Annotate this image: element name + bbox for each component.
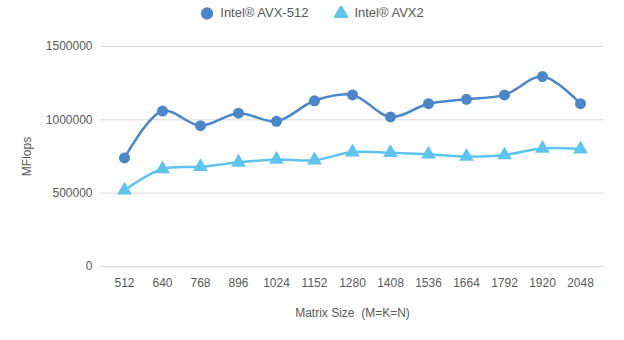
svg-text:896: 896 <box>228 276 248 290</box>
svg-text:1920: 1920 <box>529 276 556 290</box>
svg-text:500000: 500000 <box>52 186 92 200</box>
svg-text:1792: 1792 <box>491 276 518 290</box>
svg-text:1536: 1536 <box>415 276 442 290</box>
svg-text:768: 768 <box>190 276 210 290</box>
svg-text:640: 640 <box>152 276 172 290</box>
svg-text:1152: 1152 <box>302 276 328 290</box>
svg-text:512: 512 <box>114 276 134 290</box>
svg-text:1280: 1280 <box>339 276 366 290</box>
svg-text:1500000: 1500000 <box>46 39 93 53</box>
svg-text:0: 0 <box>86 259 93 273</box>
html-text:Intel® AVX2: Intel® AVX2 <box>354 5 424 20</box>
svg-text:1024: 1024 <box>263 276 290 290</box>
svg-text:1000000: 1000000 <box>46 113 93 127</box>
svg-text:1664: 1664 <box>453 276 480 290</box>
html-text:Intel® AVX-512: Intel® AVX-512 <box>220 5 309 20</box>
svg-text:MFlops: MFlops <box>20 137 34 176</box>
svg-text:Matrix Size (M=K=N): Matrix Size (M=K=N) <box>295 306 410 320</box>
svg-text:1408: 1408 <box>377 276 404 290</box>
svg-text:2048: 2048 <box>567 276 594 290</box>
